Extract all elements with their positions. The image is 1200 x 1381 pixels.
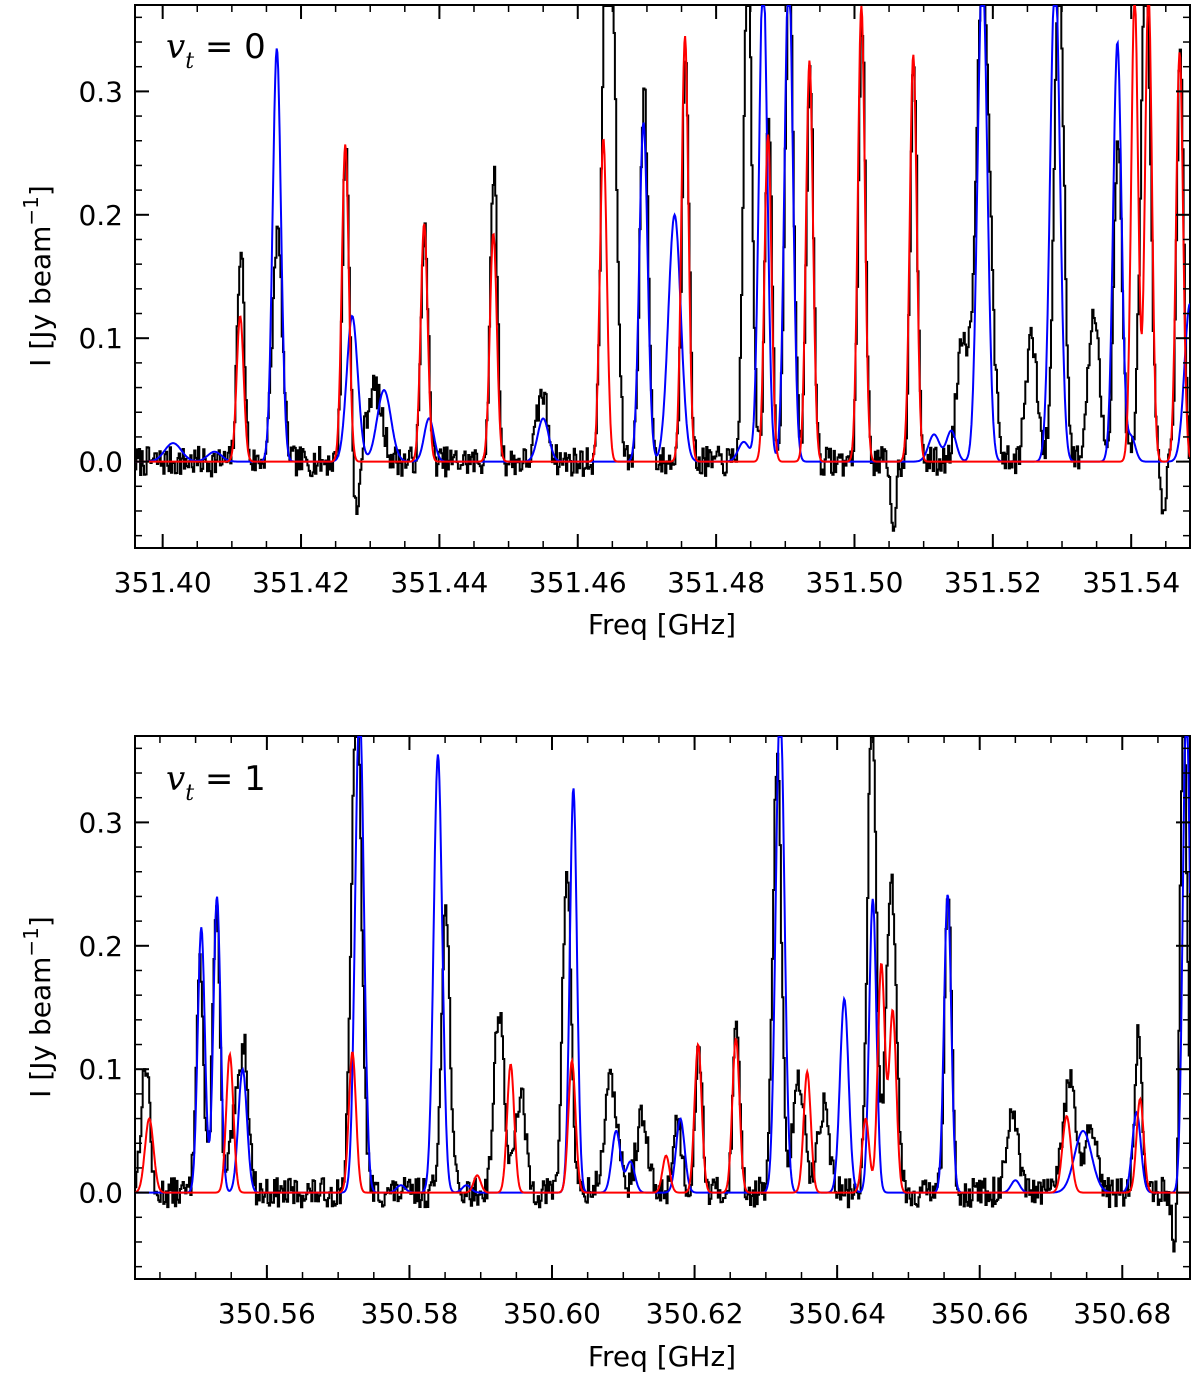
series-model-blue-bottom xyxy=(135,736,1190,1194)
annotation-top: vt = 0 xyxy=(166,27,266,74)
x-tick-label: 351.44 xyxy=(390,566,488,599)
x-tick-label: 351.40 xyxy=(114,566,212,599)
x-tick-label: 351.46 xyxy=(529,566,627,599)
panel-top: 351.40 351.42 351.44 351.46 351.48 351.50 351.… xyxy=(19,4,1191,641)
x-tick-label: 351.52 xyxy=(944,566,1042,599)
y-tick-label: 0.0 xyxy=(78,1177,123,1210)
series-model-blue-top xyxy=(135,5,1190,463)
x-tick-label: 350.60 xyxy=(503,1297,601,1330)
series-layer-top xyxy=(135,5,1190,532)
plot-frame-bottom xyxy=(134,735,1191,1280)
x-tick-label: 350.64 xyxy=(788,1297,886,1330)
x-tick-label: 351.50 xyxy=(805,566,903,599)
annotation-bottom: vt = 1 xyxy=(166,759,266,806)
y-tick-label: 0.0 xyxy=(78,446,123,479)
x-axis-title-top: Freq [GHz] xyxy=(588,608,736,641)
y-axis-title-top: I [Jy beam−1] xyxy=(19,185,57,367)
series-model-red-top xyxy=(135,5,1190,463)
x-tick-label: 350.62 xyxy=(646,1297,744,1330)
x-tick-label: 350.66 xyxy=(931,1297,1029,1330)
y-axis-title-bottom: I [Jy beam−1] xyxy=(19,916,57,1098)
series-observed-top xyxy=(135,5,1190,532)
series-model-red-bottom xyxy=(135,963,1190,1194)
y-tick-label: 0.3 xyxy=(78,75,123,108)
y-tick-label: 0.3 xyxy=(78,806,123,839)
y-tick-label: 0.1 xyxy=(78,322,123,355)
x-tick-label: 350.58 xyxy=(360,1297,458,1330)
x-tick-label: 350.56 xyxy=(218,1297,316,1330)
x-tick-label: 351.42 xyxy=(252,566,350,599)
y-tick-label: 0.1 xyxy=(78,1053,123,1086)
x-tick-label: 351.54 xyxy=(1082,566,1180,599)
panel-bottom: 350.56 350.58 350.60 350.62 350.64 350.66 350.… xyxy=(19,735,1191,1373)
series-layer-bottom xyxy=(135,736,1190,1253)
x-tick-label: 351.48 xyxy=(667,566,765,599)
plot-frame-top xyxy=(134,4,1191,549)
ticks-layer-bottom: 350.56 350.58 350.60 350.62 350.64 350.66 350.… xyxy=(78,736,1190,1330)
x-tick-label: 350.68 xyxy=(1073,1297,1171,1330)
y-tick-label: 0.2 xyxy=(78,930,123,963)
ticks-layer-top: 351.40 351.42 351.44 351.46 351.48 351.50 351.… xyxy=(78,5,1190,599)
x-axis-title-bottom: Freq [GHz] xyxy=(588,1340,736,1373)
y-tick-label: 0.2 xyxy=(78,199,123,232)
